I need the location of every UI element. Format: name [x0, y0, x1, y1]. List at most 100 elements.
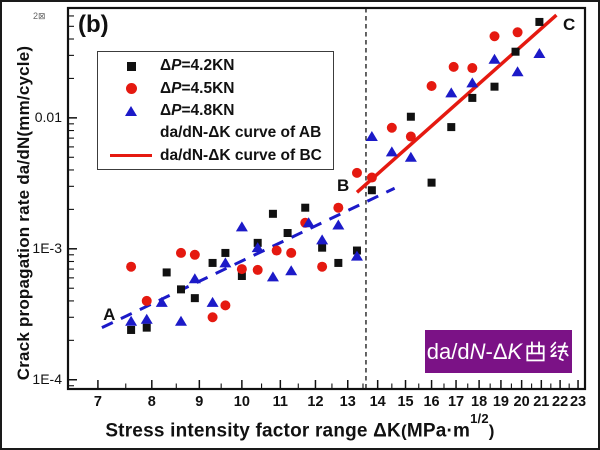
data-point-triangle: [285, 265, 298, 276]
curve-point-label-b: B: [336, 176, 350, 196]
x-axis-unit-close: ): [488, 421, 495, 441]
data-point-square: [367, 186, 376, 195]
legend-value: =4.8KN: [181, 101, 235, 119]
legend-delta: Δ: [160, 57, 172, 75]
data-point-triangle: [188, 273, 201, 284]
data-point-triangle: [174, 315, 187, 326]
y-axis-title: Crack propagation rate da/dN(mm/cycle): [14, 45, 33, 381]
legend-delta: Δ: [160, 79, 172, 97]
solid-line-icon: [110, 154, 152, 158]
data-point-square: [535, 17, 544, 26]
data-point-square: [162, 268, 171, 277]
data-point-triangle: [332, 219, 345, 230]
data-point-circle: [426, 81, 437, 92]
data-point-circle: [467, 63, 478, 74]
data-point-triangle: [206, 296, 219, 307]
data-point-square: [301, 203, 310, 212]
legend-marker-circle: [108, 83, 154, 95]
data-point-square: [447, 123, 456, 132]
badge-text: da/d: [426, 338, 470, 364]
data-point-circle: [333, 202, 344, 213]
data-point-circle: [386, 122, 397, 133]
plot-frame: [66, 6, 587, 391]
x-tick-label: 7: [93, 394, 102, 410]
x-tick-label: 12: [307, 394, 324, 410]
data-point-triangle: [219, 257, 232, 268]
data-point-triangle: [466, 77, 479, 88]
data-point-square: [176, 285, 185, 294]
corner-artifact-label: 2⊠: [33, 11, 46, 21]
data-point-square: [318, 243, 327, 252]
badge-text-italic-k: K: [507, 338, 523, 364]
legend-marker-solid-line: [108, 154, 154, 158]
data-point-triangle: [365, 131, 378, 142]
data-point-triangle: [511, 66, 524, 77]
data-point-square: [268, 209, 277, 218]
data-point-circle: [236, 264, 247, 275]
data-point-triangle: [235, 221, 248, 232]
legend-item-label: ΔP=4.5KN: [160, 80, 234, 98]
x-tick-label: 14: [369, 394, 386, 410]
x-tick-label: 17: [447, 394, 465, 410]
legend-item: ΔP=4.2KN: [98, 55, 333, 77]
legend-item-label: da/dN-ΔK curve of AB: [160, 124, 322, 142]
legend-item: da/dN-ΔK curve of BC: [98, 145, 333, 167]
data-point-square: [142, 323, 151, 332]
x-tick-label: 16: [423, 394, 440, 410]
data-point-triangle: [404, 151, 417, 162]
data-point-triangle: [266, 271, 279, 282]
x-tick-label: 11: [272, 394, 288, 410]
data-point-triangle: [533, 48, 546, 59]
x-axis-unit: MPa·m: [406, 420, 471, 442]
cjk-char-xian-icon: [550, 341, 569, 362]
data-point-triangle: [350, 250, 363, 261]
y-tick-label: 1E-3: [32, 239, 62, 256]
legend-delta: Δ: [160, 101, 172, 119]
x-axis-unit-exponent: 1/2: [470, 411, 489, 426]
x-tick-label: 13: [339, 394, 356, 410]
triangle-marker-icon: [125, 105, 137, 116]
data-point-triangle: [488, 53, 501, 64]
data-point-circle: [220, 300, 231, 311]
x-tick-label: 23: [569, 394, 587, 410]
x-tick-label: 15: [397, 394, 414, 410]
legend-box: ΔP=4.2KN ΔP=4.5KN ΔP=4.8KN da/dN-ΔK curve o…: [97, 51, 334, 170]
data-point-square: [511, 47, 520, 56]
curve-point-label-c: C: [563, 15, 576, 35]
data-point-square: [221, 248, 230, 257]
data-point-square: [283, 229, 292, 238]
y-tick-label: 0.01: [34, 108, 62, 125]
x-tick-label: 10: [233, 394, 250, 410]
legend-item: da/dN-ΔK curve of AB: [98, 122, 333, 144]
x-tick-label: 9: [195, 394, 204, 410]
data-point-square: [427, 178, 436, 187]
square-marker-icon: [126, 61, 136, 71]
legend-value: =4.2KN: [181, 57, 235, 75]
data-point-circle: [351, 167, 362, 178]
x-tick-label: 21: [533, 394, 550, 410]
x-tick-label: 22: [552, 394, 569, 410]
legend-value: =4.5KN: [181, 79, 235, 97]
data-point-circle: [448, 61, 459, 72]
data-point-square: [237, 271, 246, 280]
data-point-circle: [512, 27, 523, 38]
data-point-circle: [286, 247, 297, 258]
data-point-circle: [207, 312, 218, 323]
data-point-square: [208, 258, 217, 267]
badge-text-delta: -Δ: [485, 338, 508, 364]
legend-marker-triangle: [108, 105, 154, 116]
x-tick-label: 18: [471, 394, 488, 410]
x-tick-label: 20: [513, 394, 530, 410]
x-axis-unit-open: (: [400, 421, 407, 441]
curve-point-label-a: A: [103, 305, 116, 325]
data-point-square: [406, 112, 415, 121]
data-point-triangle: [385, 146, 398, 157]
x-tick-label: 8: [147, 394, 156, 410]
data-point-triangle: [316, 234, 329, 245]
data-point-circle: [189, 249, 200, 260]
cjk-char-qu-icon: [526, 341, 545, 362]
legend-item-label: da/dN-ΔK curve of BC: [160, 146, 322, 164]
